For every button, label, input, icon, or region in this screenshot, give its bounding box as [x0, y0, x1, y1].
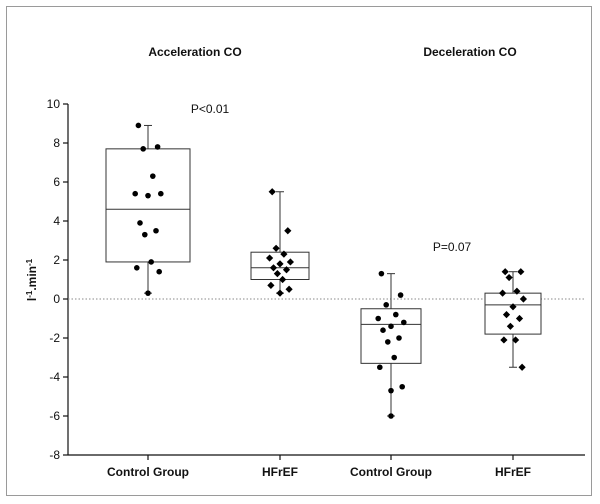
data-point — [137, 220, 143, 226]
y-tick-label: -6 — [49, 409, 60, 423]
box-2 — [360, 273, 422, 417]
box-3 — [484, 271, 542, 368]
p-value-annotation: P<0.01 — [191, 102, 230, 116]
data-point — [134, 265, 140, 271]
data-point — [388, 323, 394, 330]
x-tick-labels: Control Group HFrEF Control Group HFrEF — [107, 465, 531, 479]
data-point — [148, 259, 154, 265]
data-point — [401, 319, 407, 326]
data-point — [145, 290, 151, 296]
data-point — [499, 289, 507, 297]
data-point — [393, 311, 399, 318]
chart-frame — [6, 6, 592, 496]
data-point — [282, 266, 291, 274]
y-tick-label: 6 — [53, 175, 60, 189]
data-point — [399, 383, 406, 390]
x-tick-label: HFrEF — [495, 465, 531, 479]
data-point — [150, 173, 156, 179]
data-point — [513, 287, 521, 295]
data-point — [140, 146, 146, 152]
y-tick-label: -8 — [49, 448, 60, 462]
box-rect — [360, 308, 422, 364]
data-point — [142, 231, 148, 238]
data-point — [273, 270, 281, 278]
annotations: P<0.01 P=0.07 — [191, 102, 472, 254]
group-title-acceleration: Acceleration CO — [148, 45, 241, 59]
data-point — [505, 273, 513, 282]
data-point — [158, 190, 164, 197]
x-tick-label: Control Group — [107, 465, 189, 479]
y-tick-label: 2 — [53, 253, 60, 267]
group-titles: Acceleration CO Deceleration CO — [148, 45, 516, 59]
box-0 — [105, 124, 191, 294]
data-point — [279, 275, 287, 284]
data-point — [396, 335, 402, 341]
y-tick-label: -2 — [49, 331, 60, 345]
data-point — [397, 292, 404, 298]
data-point — [506, 322, 514, 330]
boxes — [105, 124, 542, 417]
y-tick-label: 4 — [53, 214, 60, 228]
data-point — [378, 270, 385, 277]
group-title-deceleration: Deceleration CO — [423, 45, 516, 59]
data-point — [388, 387, 394, 394]
data-point — [145, 192, 151, 199]
x-tick-label: HFrEF — [262, 465, 298, 479]
y-axis-label-text: l-1.min-1 — [25, 258, 40, 301]
data-point — [286, 258, 294, 266]
data-point — [517, 268, 525, 276]
data-point — [268, 188, 276, 196]
data-point — [284, 227, 292, 235]
y-tick-label: -4 — [49, 370, 60, 384]
data-point — [272, 244, 280, 252]
data-point — [388, 413, 394, 419]
y-tick-label: 8 — [53, 136, 60, 150]
data-point — [502, 311, 511, 319]
y-axis-label: l-1.min-1 — [25, 258, 40, 301]
data-point — [518, 363, 526, 371]
box-1 — [250, 191, 310, 294]
data-point — [509, 303, 517, 311]
data-point — [383, 302, 390, 308]
y-tick-label: 0 — [53, 292, 60, 306]
data-point — [375, 315, 382, 322]
data-point — [519, 295, 527, 303]
data-point — [377, 364, 383, 371]
data-points — [132, 122, 527, 419]
data-point — [267, 281, 275, 289]
data-point — [266, 254, 274, 262]
data-point — [269, 264, 278, 272]
data-point — [500, 336, 508, 344]
data-point — [285, 285, 293, 293]
box-rect — [105, 148, 191, 263]
data-point — [391, 354, 398, 361]
data-point — [280, 250, 288, 258]
data-point — [156, 268, 162, 275]
data-point — [515, 314, 524, 323]
data-point — [501, 268, 509, 276]
data-point — [135, 122, 142, 129]
y-tick-label: 10 — [47, 97, 61, 111]
data-point — [276, 289, 284, 297]
x-tick-label: Control Group — [350, 465, 432, 479]
axes: 10 8 6 4 2 0 -2 -4 -6 -8 — [47, 97, 585, 462]
box-rect — [484, 292, 542, 335]
p-value-annotation: P=0.07 — [433, 240, 472, 254]
data-point — [276, 260, 284, 268]
data-point — [385, 339, 391, 345]
data-point — [512, 336, 520, 344]
data-point — [132, 190, 138, 197]
data-point — [153, 227, 159, 234]
data-point — [154, 144, 161, 150]
data-point — [380, 327, 386, 334]
